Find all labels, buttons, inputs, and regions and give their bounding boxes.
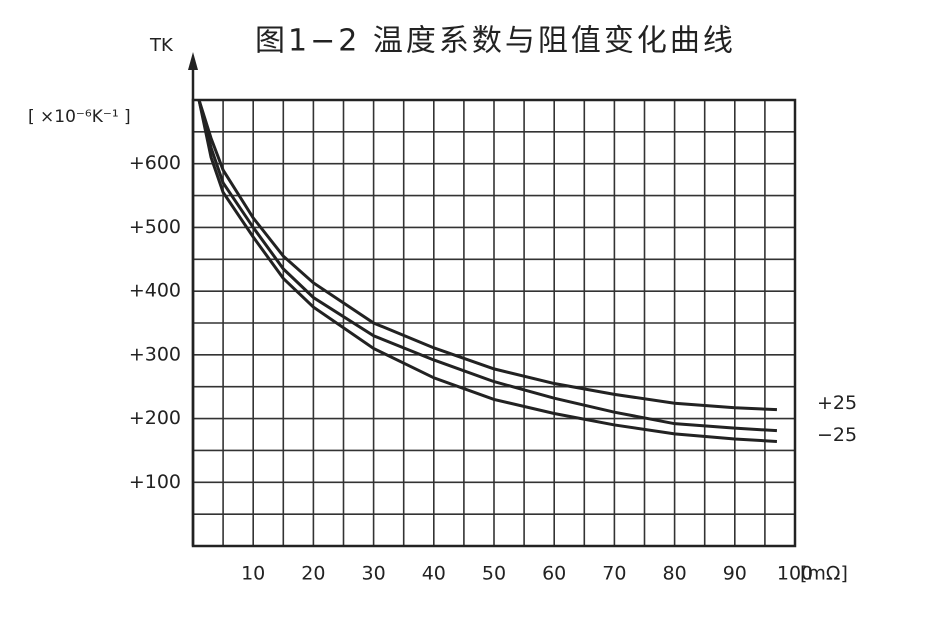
x-tick-label: 100 [777, 563, 813, 585]
y-tick-label: +300 [129, 343, 181, 365]
legend-label: −25 [817, 424, 857, 446]
x-tick-label: 30 [362, 563, 386, 585]
x-tick-label: 50 [482, 563, 506, 585]
curve [197, 99, 778, 412]
legend-label: +25 [817, 392, 857, 414]
x-unit-label: [mΩ] [800, 563, 848, 585]
y-axis-label: TK [149, 35, 174, 56]
y-tick-label: +400 [129, 280, 181, 302]
x-tick-label: 10 [241, 563, 265, 585]
y-tick-label: +600 [129, 152, 181, 174]
y-tick-label: +200 [129, 407, 181, 429]
y-tick-label: +500 [129, 216, 181, 238]
curve [197, 99, 778, 433]
y-unit-label: [ ×10⁻⁶K⁻¹ ] [28, 107, 131, 127]
plot-frame [191, 98, 797, 548]
x-tick-label: 60 [542, 563, 566, 585]
x-tick-label: 20 [301, 563, 325, 585]
x-tick-label: 70 [602, 563, 626, 585]
curve [197, 99, 778, 444]
x-tick-label: 40 [422, 563, 446, 585]
chart-title: 图1−2 温度系数与阻值变化曲线 [255, 24, 736, 59]
x-tick-label: 90 [723, 563, 747, 585]
x-tick-label: 80 [663, 563, 687, 585]
y-tick-label: +100 [129, 471, 181, 493]
